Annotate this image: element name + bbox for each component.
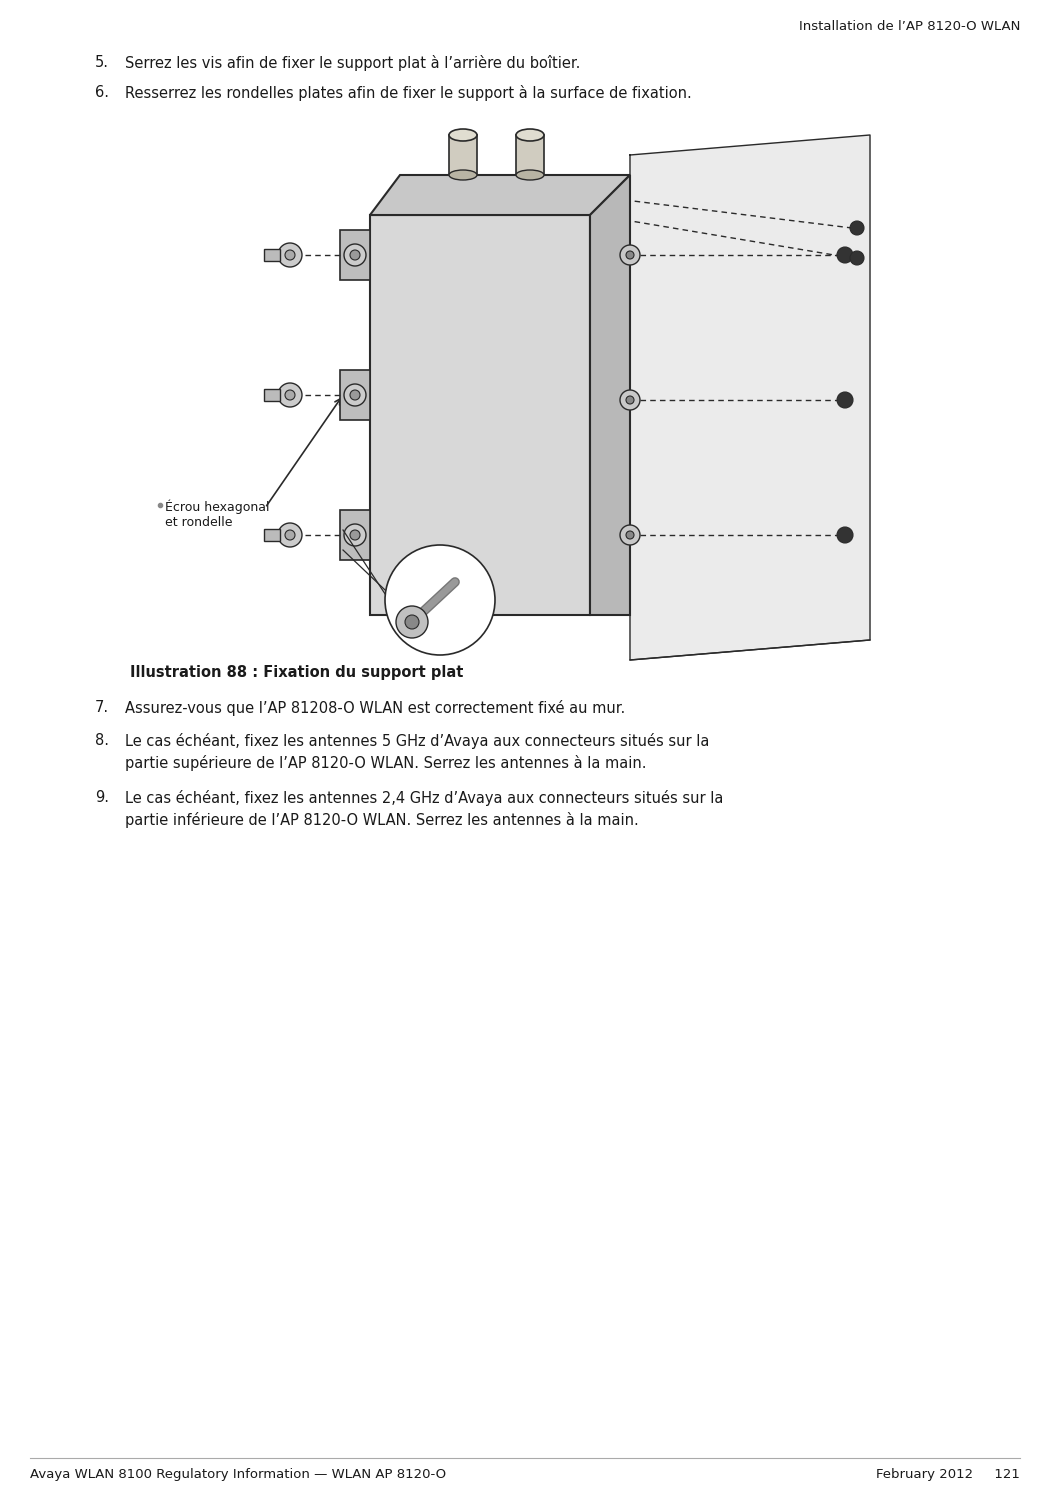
Polygon shape <box>264 529 280 541</box>
Polygon shape <box>590 175 630 616</box>
Circle shape <box>285 250 295 261</box>
Polygon shape <box>340 509 370 560</box>
Text: 9.: 9. <box>94 789 109 804</box>
Circle shape <box>350 389 360 400</box>
Circle shape <box>350 530 360 539</box>
Text: Assurez-vous que l’AP 81208-O WLAN est correctement fixé au mur.: Assurez-vous que l’AP 81208-O WLAN est c… <box>125 700 625 716</box>
Polygon shape <box>370 175 630 216</box>
Text: 5.: 5. <box>94 55 109 70</box>
Circle shape <box>344 524 366 545</box>
Circle shape <box>626 252 634 259</box>
Polygon shape <box>590 231 630 315</box>
Polygon shape <box>340 231 370 280</box>
Text: Installation de l’AP 8120-O WLAN: Installation de l’AP 8120-O WLAN <box>799 19 1020 33</box>
Circle shape <box>285 389 295 400</box>
Circle shape <box>620 524 640 545</box>
Circle shape <box>850 222 864 235</box>
Circle shape <box>278 383 302 407</box>
Text: partie supérieure de l’AP 8120-O WLAN. Serrez les antennes à la main.: partie supérieure de l’AP 8120-O WLAN. S… <box>125 755 647 771</box>
Circle shape <box>837 527 853 542</box>
Polygon shape <box>264 249 280 261</box>
Circle shape <box>837 392 853 407</box>
Text: Le cas échéant, fixez les antennes 2,4 GHz d’Avaya aux connecteurs situés sur la: Le cas échéant, fixez les antennes 2,4 G… <box>125 789 723 806</box>
Ellipse shape <box>516 129 544 141</box>
Circle shape <box>850 252 864 265</box>
Polygon shape <box>590 374 630 460</box>
Circle shape <box>396 607 428 638</box>
Ellipse shape <box>449 129 477 141</box>
Polygon shape <box>340 370 370 419</box>
Ellipse shape <box>516 169 544 180</box>
Text: et rondelle: et rondelle <box>165 515 232 529</box>
Text: Écrou hexagonal: Écrou hexagonal <box>165 500 270 514</box>
Circle shape <box>385 545 495 655</box>
Text: Resserrez les rondelles plates afin de fixer le support à la surface de fixation: Resserrez les rondelles plates afin de f… <box>125 85 692 100</box>
Circle shape <box>350 250 360 261</box>
Polygon shape <box>590 509 630 595</box>
Text: February 2012     121: February 2012 121 <box>876 1468 1020 1482</box>
Polygon shape <box>630 135 870 661</box>
Polygon shape <box>516 135 544 175</box>
Circle shape <box>620 246 640 265</box>
Text: Illustration 88 : Fixation du support plat: Illustration 88 : Fixation du support pl… <box>130 665 463 680</box>
Text: 6.: 6. <box>94 85 109 100</box>
Circle shape <box>626 395 634 404</box>
Circle shape <box>837 247 853 264</box>
Circle shape <box>344 244 366 267</box>
Polygon shape <box>449 135 477 175</box>
Circle shape <box>285 530 295 539</box>
Polygon shape <box>264 389 280 401</box>
Circle shape <box>278 523 302 547</box>
Text: 8.: 8. <box>94 733 109 748</box>
Text: Avaya WLAN 8100 Regulatory Information — WLAN AP 8120-O: Avaya WLAN 8100 Regulatory Information —… <box>30 1468 446 1482</box>
Circle shape <box>405 616 419 629</box>
Circle shape <box>344 383 366 406</box>
Polygon shape <box>370 216 590 616</box>
Circle shape <box>620 389 640 410</box>
Ellipse shape <box>449 169 477 180</box>
Circle shape <box>626 530 634 539</box>
Text: Serrez les vis afin de fixer le support plat à l’arrière du boîtier.: Serrez les vis afin de fixer le support … <box>125 55 581 70</box>
Text: 7.: 7. <box>94 700 109 715</box>
Circle shape <box>278 243 302 267</box>
Text: Le cas échéant, fixez les antennes 5 GHz d’Avaya aux connecteurs situés sur la: Le cas échéant, fixez les antennes 5 GHz… <box>125 733 710 749</box>
Text: partie inférieure de l’AP 8120-O WLAN. Serrez les antennes à la main.: partie inférieure de l’AP 8120-O WLAN. S… <box>125 812 638 828</box>
